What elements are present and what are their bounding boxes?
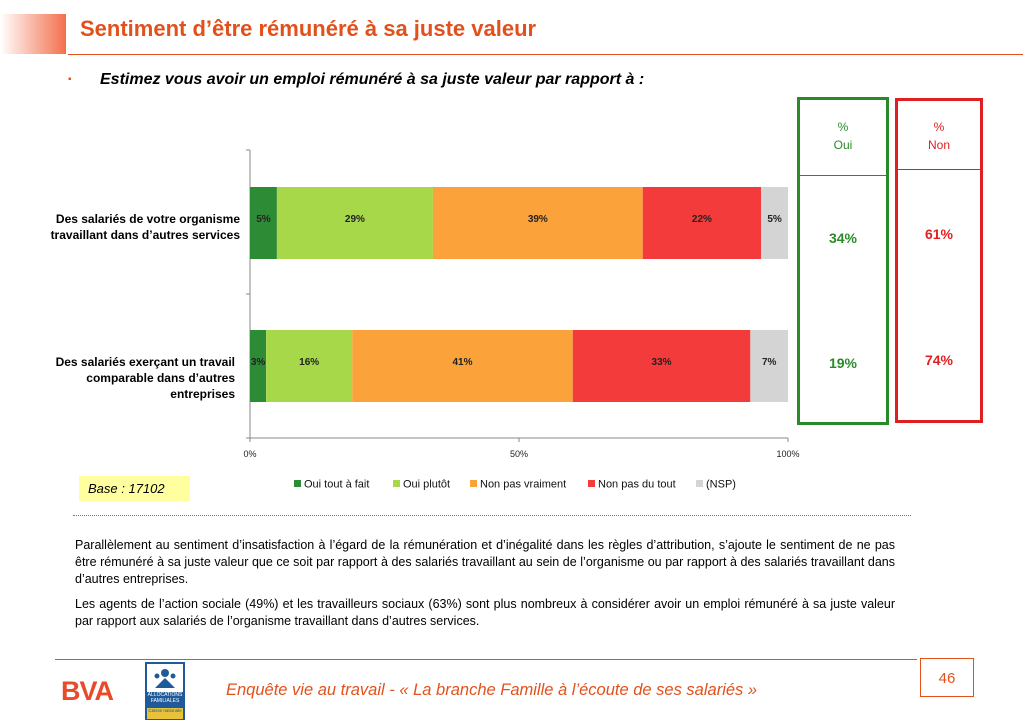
bar-data-label: 5% <box>256 214 271 225</box>
summary-oui-value-1: 34% <box>828 230 858 246</box>
summary-non-header: % Non <box>898 118 980 154</box>
bullet-icon: ▪ <box>68 74 72 85</box>
legend-label: Non pas vraiment <box>480 479 566 491</box>
bar-segment <box>266 330 353 402</box>
bar-data-label: 16% <box>299 357 319 368</box>
bar-segment <box>250 187 277 259</box>
bar-segment <box>432 187 643 259</box>
bar-data-label: 5% <box>767 214 782 225</box>
summary-oui-value-2: 19% <box>828 355 858 371</box>
summary-non-label: Non <box>927 138 950 152</box>
title-accent-bar <box>0 14 66 54</box>
summary-oui-divider <box>800 175 886 176</box>
footer-rule <box>55 659 917 660</box>
bar-data-label: 33% <box>652 357 672 368</box>
chart-bars: 5% 29% 39% 22% 5% 3% 16% 41% 33% 7% <box>250 187 788 402</box>
bar-data-label: 39% <box>528 214 548 225</box>
legend-swatch <box>393 480 400 487</box>
x-tick-label: 50% <box>510 449 528 459</box>
bva-logo: BVA <box>61 676 114 706</box>
legend-swatch <box>294 480 301 487</box>
stacked-bar-chart: 5% 29% 39% 22% 5% 3% 16% 41% 33% 7% 0% 50% 100% Oui… <box>243 149 800 491</box>
row-label-1: Des salariés de votre organisme travaill… <box>50 212 240 242</box>
legend-label: Oui plutôt <box>403 479 450 491</box>
bar-segment <box>572 330 751 402</box>
bar-data-label: 22% <box>692 214 712 225</box>
legend-label: Oui tout à fait <box>304 479 369 491</box>
bar-segment <box>642 187 762 259</box>
caf-logo-mark <box>147 664 183 692</box>
caf-logo-subtext: Caisse nationale <box>147 708 183 719</box>
bar-segment <box>250 330 267 402</box>
summary-non-divider <box>898 169 980 170</box>
title-rule <box>68 54 1023 55</box>
page-title: Sentiment d’être rémunéré à sa juste val… <box>80 16 537 41</box>
summary-non-value-2: 74% <box>924 352 954 368</box>
bar-data-label: 3% <box>251 357 266 368</box>
commentary-paragraph-2: Les agents de l’action sociale (49%) et … <box>75 597 895 628</box>
legend-swatch <box>588 480 595 487</box>
section-divider <box>73 515 911 516</box>
page-number: 46 <box>920 658 974 697</box>
commentary-paragraph-1: Parallèlement au sentiment d’insatisfact… <box>75 538 895 586</box>
x-tick-labels: 0% 50% 100% <box>243 438 800 459</box>
summary-oui-percent-sign: % <box>837 120 849 134</box>
caf-logo-text: ALLOCATIONS FAMILIALES <box>147 692 183 704</box>
bar-segment <box>276 187 433 259</box>
x-tick-label: 100% <box>776 449 799 459</box>
summary-oui-box: % Oui 34% 19% <box>797 97 889 425</box>
commentary: Parallèlement au sentiment d’insatisfact… <box>75 537 895 638</box>
chart-legend: Oui tout à fait Oui plutôt Non pas vraimen… <box>294 479 736 491</box>
caf-logo: ALLOCATIONS FAMILIALES Caisse nationale <box>145 662 185 720</box>
summary-oui-label: Oui <box>833 138 853 152</box>
legend-swatch <box>470 480 477 487</box>
legend-label: (NSP) <box>706 479 736 491</box>
summary-non-value-1: 61% <box>924 226 954 242</box>
bar-data-label: 29% <box>345 214 365 225</box>
bar-segment <box>761 187 788 259</box>
footer-text: Enquête vie au travail - « La branche Fa… <box>226 681 758 699</box>
summary-non-percent-sign: % <box>933 120 945 134</box>
legend-swatch <box>696 480 703 487</box>
bar-segment <box>750 330 788 402</box>
summary-non-box: % Non 61% 74% <box>895 98 983 423</box>
caf-emblem-icon <box>154 669 176 688</box>
base-note: Base : 17102 <box>79 476 190 501</box>
row-label-2: Des salariés exerçant un travail compara… <box>55 355 235 401</box>
summary-oui-header: % Oui <box>800 118 886 154</box>
legend-label: Non pas du tout <box>598 479 676 491</box>
x-tick-label: 0% <box>243 449 256 459</box>
bar-data-label: 41% <box>453 357 473 368</box>
survey-question: Estimez vous avoir un emploi rémunéré à … <box>100 71 645 88</box>
bar-segment <box>352 330 573 402</box>
bar-data-label: 7% <box>762 357 777 368</box>
